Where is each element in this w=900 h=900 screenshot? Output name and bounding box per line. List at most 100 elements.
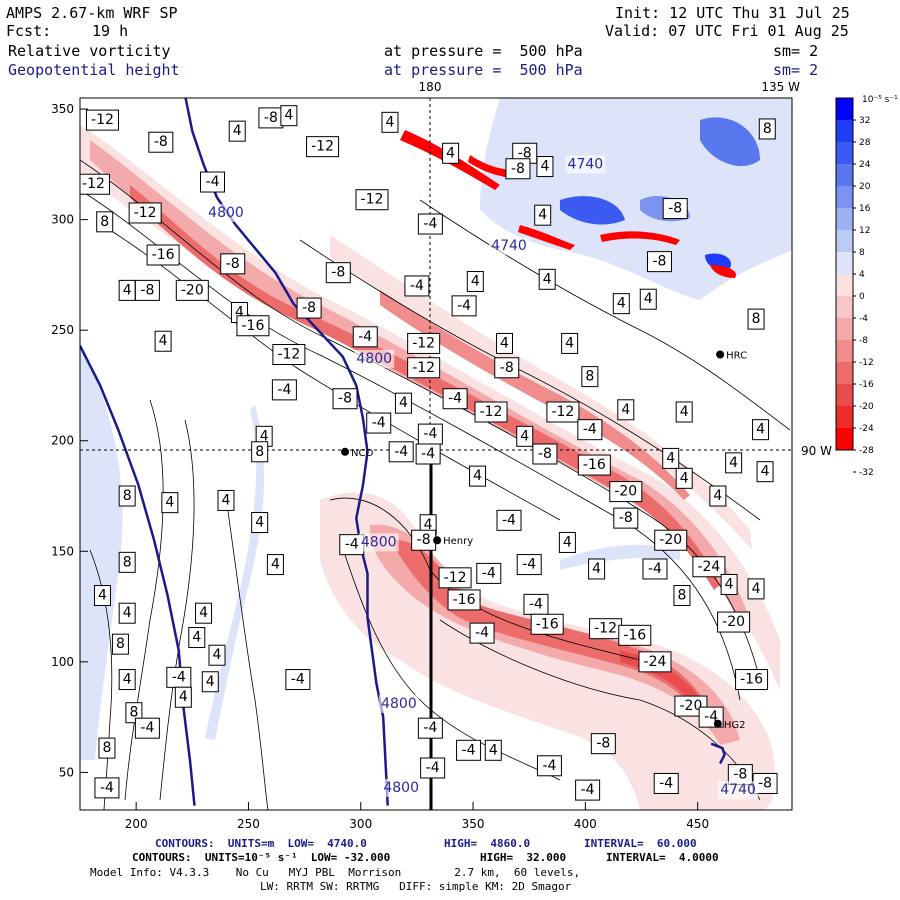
vorticity-label-text: 4 — [165, 495, 174, 511]
vorticity-label: -4 — [200, 171, 226, 193]
vorticity-label: 4 — [639, 288, 657, 310]
vorticity-label: 4 — [118, 669, 136, 691]
vorticity-label-box — [161, 492, 179, 514]
vorticity-label-text: -4 — [423, 426, 437, 442]
vorticity-label-box — [725, 452, 743, 474]
positive-vorticity-band-east — [560, 544, 680, 570]
vorticity-label-text: 4 — [489, 742, 498, 758]
vorticity-label: -8 — [727, 764, 753, 786]
vorticity-label-text: 4 — [213, 647, 222, 663]
vorticity-label-text: 4 — [617, 296, 626, 312]
colorbar-tick-label: 16 — [859, 204, 871, 214]
vorticity-label-text: -12 — [82, 176, 105, 192]
vorticity-label-box — [417, 717, 443, 739]
vorticity-label-box — [516, 425, 534, 447]
vorticity-label: -8 — [134, 279, 160, 301]
vorticity-label-text: -8 — [538, 446, 552, 462]
vorticity-label-box — [208, 644, 226, 666]
colorbar-tick-label: -32 — [859, 468, 874, 478]
vorticity-label-box — [476, 562, 502, 584]
vorticity-label-box — [118, 551, 136, 573]
vorticity-label: 8 — [758, 118, 776, 140]
vorticity-label: 4 — [536, 156, 554, 178]
vorticity-label: 4 — [188, 627, 206, 649]
lon-180-label: 180 — [419, 80, 442, 94]
colorbar-swatch — [836, 252, 853, 274]
vorticity-label: 4 — [752, 419, 770, 441]
colorbar-unit: 10⁻⁵ s⁻¹ — [862, 95, 898, 105]
vorticity-label: -12 — [355, 189, 389, 211]
vorticity-label-box — [272, 343, 306, 365]
vorticity-label-text: 4 — [756, 422, 765, 438]
vorticity-label: -12 — [474, 401, 508, 423]
vorticity-label-text: -4 — [372, 415, 386, 431]
vorticity-label: 4 — [538, 268, 556, 290]
vorticity-label-box — [200, 171, 226, 193]
vorticity-label-text: 4 — [206, 674, 215, 690]
height-label: 4800 — [381, 696, 417, 712]
negative-vorticity-core-middle — [380, 290, 690, 500]
vorticity-label: 4 — [251, 512, 269, 534]
vorticity-label-box — [134, 279, 160, 301]
vorticity-label: 4 — [516, 425, 534, 447]
vorticity-label: 4 — [720, 573, 738, 595]
lon-90w-label: 90 W — [801, 444, 832, 458]
vorticity-label-text: 4 — [666, 450, 675, 466]
vorticity-label-text: -4 — [206, 174, 220, 190]
vorticity-label-text: -12 — [134, 205, 157, 221]
vorticity-label-text: -4 — [172, 669, 186, 685]
vorticity-label-box — [407, 332, 441, 354]
vorticity-label-text: -8 — [154, 134, 168, 150]
colorbar-swatch — [836, 362, 853, 384]
vorticity-label: -12 — [80, 173, 110, 195]
vorticity-label-box — [111, 633, 129, 655]
vorticity-label-text: -4 — [522, 557, 536, 573]
vorticity-label-text: -4 — [475, 625, 489, 641]
negative-vorticity-streak-4 — [710, 265, 736, 278]
vorticity-label: -20 — [654, 529, 688, 551]
colorbar-tick-label: -28 — [859, 446, 874, 456]
vorticity-label-text: 8 — [116, 636, 125, 652]
vorticity-label-box — [532, 443, 558, 465]
field2-name: Geopotential height — [8, 61, 180, 79]
vorticity-label-box — [188, 627, 206, 649]
vorticity-label: -20 — [175, 279, 209, 301]
vorticity-label-text: -8 — [518, 145, 532, 161]
vorticity-label: 4 — [154, 330, 172, 352]
vorticity-label-box — [505, 158, 531, 180]
station-label: HRC — [726, 350, 747, 361]
vorticity-label: -4 — [420, 757, 446, 779]
vorticity-label-box — [280, 105, 298, 127]
vorticity-label: -8 — [411, 529, 437, 551]
vorticity-label-text: 4 — [199, 605, 208, 621]
colorbar-swatch — [836, 164, 853, 186]
vorticity-label: 4 — [588, 558, 606, 580]
vorticity-label: -8 — [148, 131, 174, 153]
vorticity-label-box — [538, 268, 556, 290]
physics-info: LW: RRTM SW: RRTMG DIFF: simple KM: 2D S… — [260, 880, 572, 893]
colorbar-tick-label: 28 — [859, 138, 871, 148]
height-label: 4740 — [720, 782, 756, 798]
colorbar-tick-label: 12 — [859, 226, 870, 236]
vorticity-label-box — [581, 366, 599, 388]
vorticity-label-box — [175, 279, 209, 301]
y-tick-label: 350 — [51, 102, 74, 116]
vorticity-label-box — [675, 401, 693, 423]
vorticity-label-text: 4 — [713, 488, 722, 504]
vorticity-label-text: 4 — [500, 335, 509, 351]
vorticity-label-box — [118, 669, 136, 691]
vorticity-label-text: 4 — [520, 428, 529, 444]
vorticity-label-box — [662, 447, 680, 469]
vorticity-label-box — [546, 401, 580, 423]
vorticity-contour-info-a: CONTOURS: UNITS=10⁻⁵ s⁻¹ LOW= -32.000 — [132, 851, 391, 864]
vorticity-label-text: 4 — [123, 282, 132, 298]
vorticity-label-text: 4 — [446, 145, 455, 161]
vorticity-label-box — [174, 686, 192, 708]
vorticity-label-text: -16 — [740, 672, 763, 688]
vorticity-label: -4 — [166, 666, 192, 688]
colorbar-swatch — [836, 98, 853, 120]
negative-vorticity-band-middle — [330, 235, 752, 550]
vorticity-label: -4 — [285, 669, 311, 691]
vorticity-label-text: -20 — [679, 698, 702, 714]
vorticity-label-box — [561, 332, 579, 354]
